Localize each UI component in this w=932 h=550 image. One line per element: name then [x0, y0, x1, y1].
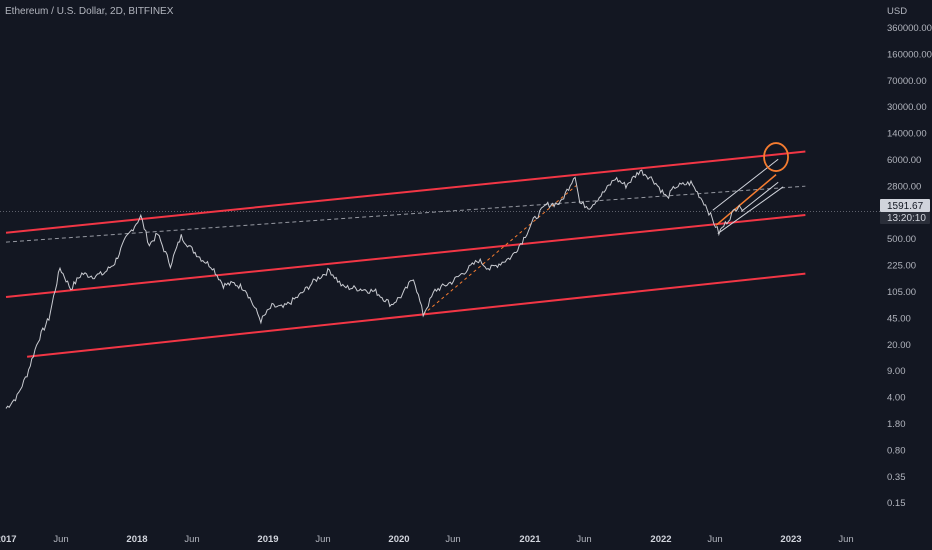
- target-circle[interactable]: [763, 142, 789, 172]
- price-tick-label: 0.35: [887, 472, 906, 483]
- plot-area[interactable]: [0, 142, 880, 409]
- channel-line[interactable]: [5, 214, 806, 298]
- time-tick-label: 2021: [519, 534, 541, 545]
- price-tick-label: 6000.00: [887, 155, 921, 166]
- price-tick-label: 360000.00: [887, 23, 932, 34]
- time-tick-label: 2022: [650, 534, 671, 545]
- price-tick-label: 160000.00: [887, 49, 932, 60]
- price-tick-label: 2800.00: [887, 181, 921, 192]
- time-tick-label: 2020: [388, 534, 409, 545]
- time-tick-label: 2017: [0, 534, 17, 545]
- time-tick-label: Jun: [838, 534, 853, 545]
- time-tick-label: Jun: [315, 534, 330, 545]
- last-price-box: [880, 199, 930, 212]
- small-channel-line[interactable]: [741, 181, 779, 212]
- projection-line[interactable]: [715, 174, 777, 226]
- time-tick-label: Jun: [53, 534, 68, 545]
- channel-line[interactable]: [26, 272, 806, 358]
- median-line[interactable]: [5, 185, 806, 243]
- channel-line[interactable]: [5, 150, 806, 234]
- price-axis-unit: USD: [887, 6, 907, 17]
- price-tick-label: 30000.00: [887, 102, 927, 113]
- price-tick-label: 0.80: [887, 445, 906, 456]
- time-tick-label: Jun: [184, 534, 199, 545]
- price-tick-label: 1.80: [887, 419, 906, 430]
- time-tick-label: Jun: [576, 534, 591, 545]
- price-tick-label: 225.00: [887, 261, 916, 272]
- price-tick-label: 20.00: [887, 340, 911, 351]
- time-tick-label: Jun: [707, 534, 722, 545]
- chart-legend: Ethereum / U.S. Dollar, 2D, BITFINEX: [5, 6, 173, 17]
- price-tick-label: 9.00: [887, 366, 906, 377]
- time-axis[interactable]: 2017 Jun 2018 Jun 2019 Jun 2020 Jun 2021 Jun 2022 J…: [0, 534, 854, 545]
- price-tick-label: 105.00: [887, 287, 916, 298]
- last-price-value: 1591.67: [887, 201, 924, 212]
- bar-countdown: 13:20:10: [887, 213, 926, 224]
- price-tick-label: 500.00: [887, 234, 916, 245]
- price-tick-label: 45.00: [887, 313, 911, 324]
- time-tick-label: 2023: [780, 534, 801, 545]
- small-channel-line[interactable]: [717, 186, 784, 234]
- price-tick-label: 4.00: [887, 393, 906, 404]
- price-tick-label: 14000.00: [887, 129, 927, 140]
- price-tick-label: 70000.00: [887, 76, 927, 87]
- price-axis[interactable]: USD 360000.00 160000.00 70000.00 30000.00 14…: [887, 6, 932, 509]
- last-price-badge: 1591.67 13:20:10: [880, 199, 930, 224]
- countdown-box: [880, 212, 930, 224]
- time-tick-label: 2019: [257, 534, 278, 545]
- price-tick-label: 0.15: [887, 498, 906, 509]
- time-tick-label: Jun: [445, 534, 460, 545]
- time-tick-label: 2018: [126, 534, 147, 545]
- price-series: [5, 169, 744, 409]
- legend-title: Ethereum / U.S. Dollar, 2D, BITFINEX: [5, 6, 174, 17]
